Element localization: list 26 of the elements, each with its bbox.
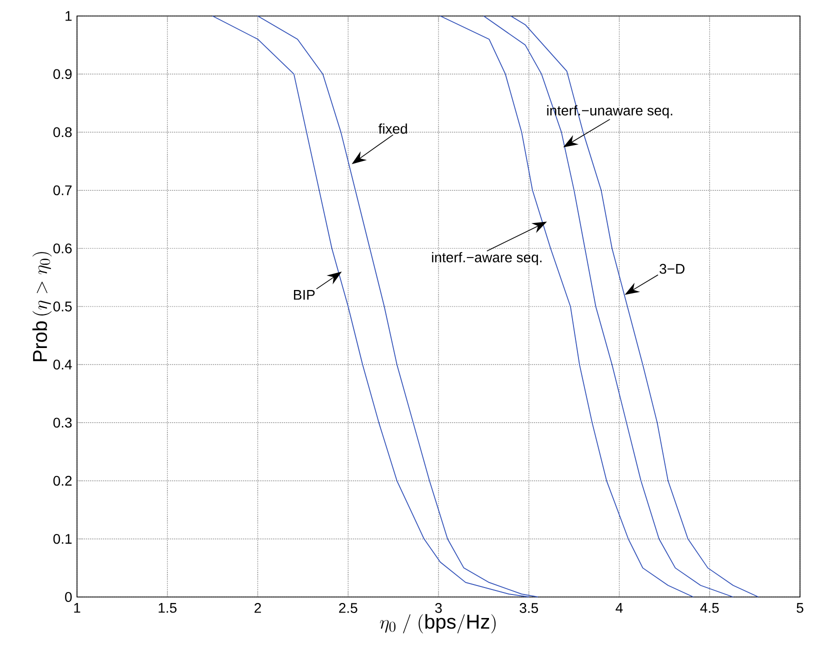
y-tick-label: 0.1 <box>53 534 72 544</box>
annotation: interf.−aware seq. <box>432 252 542 266</box>
y-tick-label: 0 <box>65 592 72 602</box>
y-tick-label: 0.7 <box>53 185 72 196</box>
x-tick-label: 3.5 <box>520 603 538 613</box>
x-tick-label: 2.5 <box>339 603 358 613</box>
y-tick-label: 0.9 <box>53 69 72 80</box>
y-tick-label: 1 <box>66 11 72 21</box>
x-axis-title: $\eta_0\;/\;(\mathrm{bps/Hz})$ <box>380 614 496 634</box>
y-axis-title: $\mathrm{Prob}\,(\eta > \eta_0)$ <box>32 252 52 362</box>
y-tick-label: 0.4 <box>53 360 72 370</box>
y-tick-label: 0.8 <box>53 127 72 138</box>
y-tick-label: 0.6 <box>53 243 72 254</box>
annotation: BIP <box>294 290 315 300</box>
y-tick-label: 0.2 <box>53 476 72 486</box>
x-tick-label: 1 <box>74 603 80 613</box>
y-tick-label: 0.3 <box>53 418 72 428</box>
x-tick-label: 4 <box>616 603 623 613</box>
x-tick-label: 4.5 <box>700 603 719 613</box>
annotation: fixed <box>378 123 407 134</box>
x-tick-label: 3 <box>435 603 442 613</box>
x-tick-label: 5 <box>796 603 804 613</box>
x-tick-label: 2 <box>254 603 261 613</box>
y-tick-label: 0.5 <box>53 302 72 312</box>
x-tick-label: 1.5 <box>158 603 177 613</box>
annotation: 3−D <box>660 264 684 274</box>
